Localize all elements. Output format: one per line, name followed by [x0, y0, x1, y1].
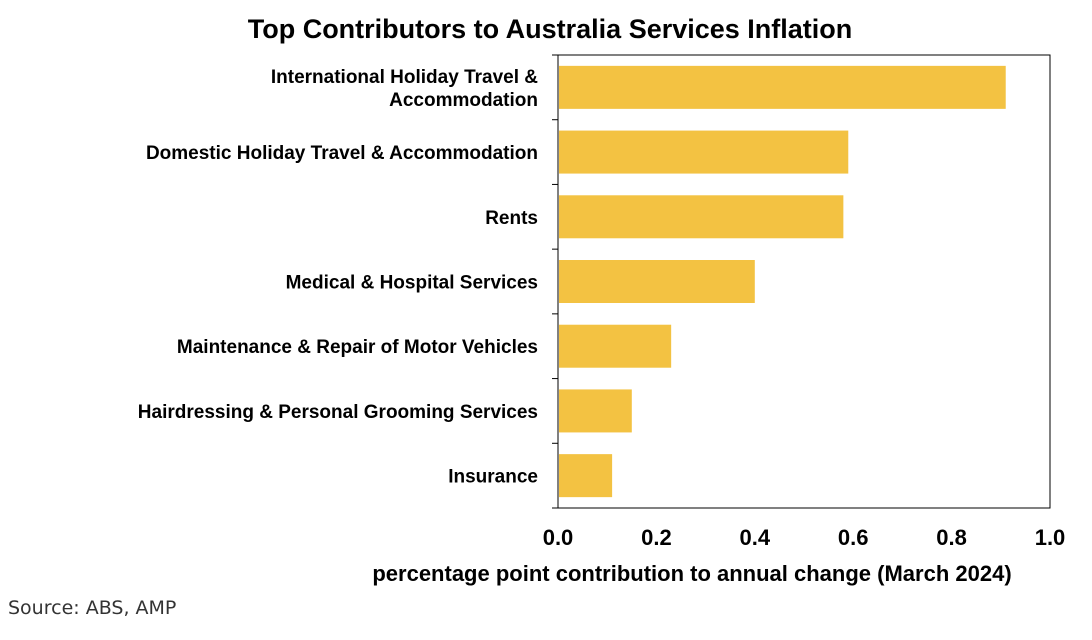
- category-label: Domestic Holiday Travel & Accommodation: [146, 143, 538, 164]
- source-note: Source: ABS, AMP: [8, 597, 177, 619]
- category-labels: International Holiday Travel & Accommodat…: [138, 67, 538, 488]
- x-tick-label: 1.0: [1035, 525, 1066, 550]
- bar: [559, 130, 849, 174]
- bars-layer: [559, 65, 1006, 498]
- category-label: Maintenance & Repair of Motor Vehicles: [177, 337, 538, 358]
- bar: [559, 65, 1006, 109]
- category-label: International Holiday Travel & Accommodat…: [271, 67, 538, 111]
- category-label: Hairdressing & Personal Grooming Service…: [138, 402, 538, 423]
- x-tick-label: 0.4: [740, 525, 771, 550]
- x-tick-label: 0.0: [543, 525, 574, 550]
- bar: [559, 260, 755, 303]
- plot-frame: [557, 54, 1051, 509]
- x-axis-title: percentage point contribution to annual …: [372, 561, 1011, 586]
- category-label: Rents: [485, 208, 538, 229]
- category-label: Insurance: [448, 467, 538, 488]
- bar: [559, 389, 632, 433]
- x-axis-ticks: 0.0 0.2 0.4 0.6 0.8 1.0: [543, 54, 1066, 550]
- bar: [559, 454, 613, 498]
- x-tick-label: 0.6: [838, 525, 869, 550]
- category-label: Medical & Hospital Services: [286, 273, 538, 294]
- bar: [559, 195, 844, 239]
- bar: [559, 324, 672, 368]
- x-tick-label: 0.2: [641, 525, 672, 550]
- chart-title: Top Contributors to Australia Services I…: [248, 14, 853, 44]
- x-tick-label: 0.8: [936, 525, 967, 550]
